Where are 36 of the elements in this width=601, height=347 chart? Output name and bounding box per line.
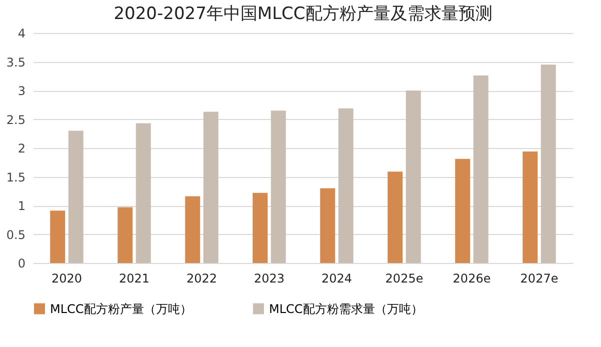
bar: [338, 108, 354, 263]
y-tick-label: 2.5: [6, 112, 26, 127]
legend-label: MLCC配方粉产量（万吨）: [50, 302, 192, 316]
y-tick-label: 1.5: [6, 170, 26, 184]
x-tick-label: 2027e: [520, 272, 558, 286]
bar: [320, 188, 336, 263]
x-tick-label: 2022: [186, 272, 218, 286]
x-tick-label: 2025e: [385, 272, 424, 286]
bar: [406, 90, 421, 263]
y-tick-label: 4: [18, 26, 26, 40]
legend-label: MLCC配方粉需求量（万吨）: [269, 302, 423, 316]
x-tick-label: 2023: [254, 272, 285, 286]
y-tick-label: 0.5: [6, 228, 26, 242]
bar: [455, 158, 470, 263]
bar: [522, 151, 538, 263]
chart-title: 2020-2027年中国MLCC配方粉产量及需求量预测: [114, 4, 492, 24]
bar: [473, 76, 488, 263]
bar: [118, 207, 133, 263]
y-tick-label: 1: [18, 199, 26, 213]
bar: [203, 112, 218, 263]
bar: [136, 123, 151, 263]
bar: [252, 192, 268, 263]
bar: [388, 172, 403, 263]
bar: [68, 130, 84, 263]
x-tick-label: 2026e: [452, 272, 491, 286]
bar: [185, 196, 200, 263]
y-tick-label: 3: [18, 84, 26, 98]
x-tick-label: 2024: [321, 272, 352, 286]
x-tick-label: 2021: [118, 272, 150, 286]
x-tick-label: 2020: [51, 272, 82, 286]
y-tick-label: 3.5: [6, 55, 26, 70]
y-tick-label: 2: [18, 142, 26, 156]
bar: [270, 110, 286, 263]
y-tick-label: 0: [18, 256, 26, 270]
bar: [50, 210, 66, 263]
bar: [540, 64, 556, 263]
